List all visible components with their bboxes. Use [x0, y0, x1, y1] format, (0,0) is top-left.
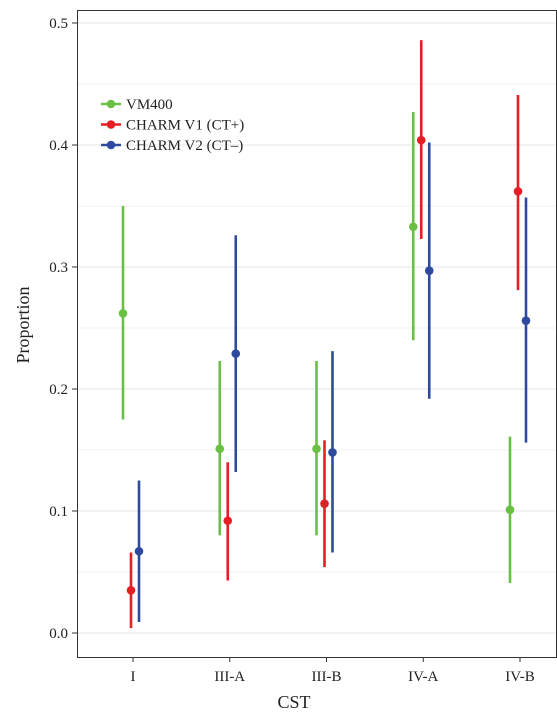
plot-background: [77, 10, 557, 657]
data-point: [320, 499, 329, 508]
x-tick-label: III-A: [214, 669, 245, 685]
legend-key-dot: [106, 140, 116, 150]
data-point: [223, 516, 233, 526]
series-1: [126, 40, 523, 629]
legend-label: CHARM V2 (CT–): [126, 138, 243, 154]
series-0: [118, 112, 515, 583]
legend-key-dot: [106, 99, 116, 109]
series-2: [134, 142, 531, 623]
y-tick-label: 0.1: [49, 504, 68, 520]
x-axis: I III-A III-B IV-A IV-B: [131, 657, 535, 685]
y-tick-label: 0.3: [49, 260, 68, 276]
x-tick-label: I: [131, 669, 136, 685]
legend-label: CHARM V1 (CT+): [126, 118, 244, 134]
y-tick-label: 0.5: [49, 16, 68, 32]
data-point: [312, 444, 321, 454]
y-axis-title: Proportion: [13, 286, 33, 363]
data-point: [505, 505, 515, 515]
data-point: [424, 266, 434, 275]
data-point: [408, 222, 418, 232]
data-point: [118, 309, 128, 318]
data-point: [416, 135, 426, 145]
data-point: [215, 444, 225, 454]
legend: VM400 CHARM V1 (CT+) CHARM V2 (CT–): [101, 97, 244, 154]
x-tick-label: IV-A: [408, 669, 438, 685]
y-tick-label: 0.4: [49, 138, 68, 154]
y-axis: 0.0 0.1 0.2 0.3 0.4 0.5: [49, 16, 77, 642]
y-tick-label: 0.2: [49, 382, 68, 398]
plot-panel: VM400 CHARM V1 (CT+) CHARM V2 (CT–): [77, 10, 557, 658]
data-point: [328, 448, 337, 457]
x-tick-label: IV-B: [505, 669, 534, 685]
data-point: [126, 586, 136, 595]
data-point: [231, 349, 241, 358]
data-point: [521, 316, 531, 325]
legend-key-dot: [106, 120, 116, 129]
x-tick-label: III-B: [312, 669, 342, 685]
legend-label: VM400: [126, 97, 173, 113]
series-layer: [118, 40, 531, 629]
x-axis-title: CST: [277, 692, 310, 712]
data-point: [134, 546, 144, 556]
data-point: [513, 187, 523, 196]
y-tick-label: 0.0: [49, 626, 68, 642]
